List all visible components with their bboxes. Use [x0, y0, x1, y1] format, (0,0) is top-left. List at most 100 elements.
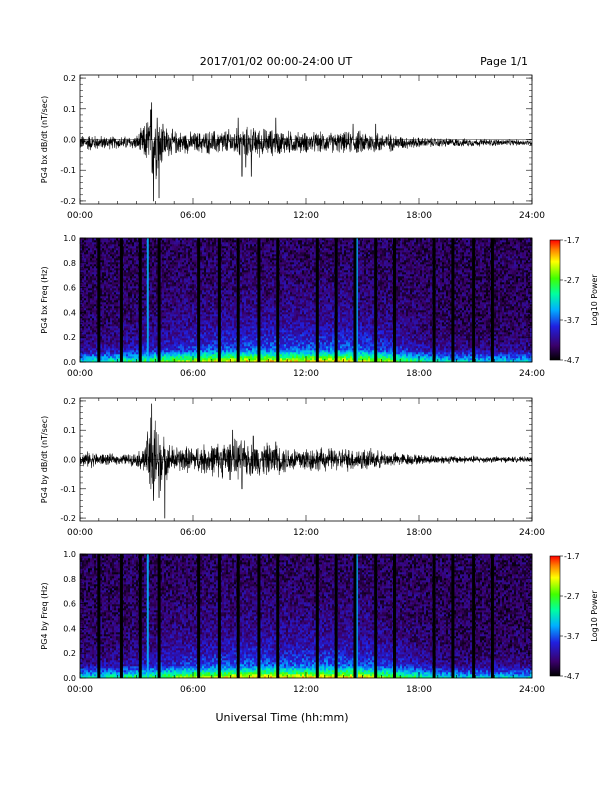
data-gap [139, 554, 142, 678]
panel-3: 0.2 0.1 0.0 -0.1 -0.2 PG4 by dB/dt (nT/sec) [40, 397, 532, 523]
colorbar-tick-label: -3.7 [564, 316, 580, 325]
data-gap [335, 554, 338, 678]
series-line [80, 103, 532, 201]
x-tick-label: 24:00 [519, 369, 545, 379]
data-gap [491, 554, 494, 678]
colorbar-tick-label: -2.7 [564, 276, 580, 285]
data-gap [353, 554, 356, 678]
data-gap [276, 554, 279, 678]
series-line [80, 404, 532, 518]
colorbar-tick-label: -1.7 [564, 552, 580, 561]
x-tick-label: 18:00 [406, 685, 432, 695]
y-tick-label: 0.2 [63, 74, 76, 83]
data-gap [97, 554, 100, 678]
y-axis-label: PG4 by dB/dt (nT/sec) [40, 416, 49, 503]
y-tick-label: 1.0 [63, 234, 76, 243]
data-gap [257, 554, 260, 678]
data-gap [237, 238, 240, 362]
data-gap [393, 554, 396, 678]
data-gap [451, 554, 454, 678]
data-gap [335, 238, 338, 362]
colorbar-tick-label: -3.7 [564, 632, 580, 641]
y-tick-label: 0.8 [63, 259, 76, 268]
data-gap [120, 238, 123, 362]
data-gap [316, 554, 319, 678]
data-gap [218, 554, 221, 678]
x-tick-label: 06:00 [180, 369, 206, 379]
colorbar-tick-label: -2.7 [564, 592, 580, 601]
y-axis-label: PG4 by Freq (Hz) [40, 582, 49, 649]
data-gap [472, 554, 475, 678]
colorbar-tick-label: -4.7 [564, 672, 580, 681]
x-tick-label: 12:00 [293, 211, 319, 221]
y-tick-label: 0.2 [63, 397, 76, 406]
y-tick-label: -0.1 [60, 166, 76, 175]
y-tick-label: 0.8 [63, 575, 76, 584]
data-gap [218, 238, 221, 362]
y-axis-label: PG4 bx Freq (Hz) [40, 266, 49, 333]
y-tick-label: -0.1 [60, 485, 76, 494]
y-tick-label: 0.6 [63, 600, 76, 609]
x-tick-label: 12:00 [293, 685, 319, 695]
y-tick-label: 0.1 [63, 426, 76, 435]
x-tick-label: 24:00 [519, 685, 545, 695]
x-tick-label: 06:00 [180, 211, 206, 221]
colorbar-label: Log10 Power [590, 590, 599, 642]
data-gap [433, 238, 436, 362]
data-gap [120, 554, 123, 678]
data-gap [353, 238, 356, 362]
data-gap [433, 554, 436, 678]
colorbar-tick-label: -1.7 [564, 236, 580, 245]
data-gap [374, 238, 377, 362]
x-tick-label: 12:00 [293, 528, 319, 538]
data-gap [451, 238, 454, 362]
y-tick-label: 0.0 [63, 358, 76, 367]
y-tick-label: 0.2 [63, 333, 76, 342]
x-tick-label: 06:00 [180, 685, 206, 695]
data-gap [491, 238, 494, 362]
x-tick-label: 24:00 [519, 528, 545, 538]
data-gap [237, 554, 240, 678]
data-gap [158, 238, 161, 362]
y-tick-label: -0.2 [60, 514, 76, 523]
x-tick-label: 18:00 [406, 528, 432, 538]
y-tick-label: 0.1 [63, 105, 76, 114]
data-gap [97, 238, 100, 362]
x-tick-label: 18:00 [406, 369, 432, 379]
panel-4: -1.7 -2.7 -3.7 -4.7 Log10 Power 1.0 0.8 0.6 0.4 0… [40, 550, 599, 683]
colorbar-tick-label: -4.7 [564, 356, 580, 365]
panel-1: 0.2 0.1 0.0 -0.1 -0.2 PG4 bx dB/dt (nT/sec) [40, 74, 532, 206]
data-gap [374, 554, 377, 678]
x-tick-label: 18:00 [406, 211, 432, 221]
x-tick-label: 00:00 [67, 685, 93, 695]
data-gap [472, 238, 475, 362]
colorbar [550, 556, 560, 676]
data-gap [197, 238, 200, 362]
data-gap [316, 238, 319, 362]
y-tick-label: 1.0 [63, 550, 76, 559]
data-gap [276, 238, 279, 362]
y-tick-label: 0.0 [63, 136, 76, 145]
data-gap [257, 238, 260, 362]
page-number: Page 1/1 [480, 55, 528, 68]
y-tick-label: 0.0 [63, 456, 76, 465]
page-title: 2017/01/02 00:00-24:00 UT [200, 55, 353, 68]
data-gap [197, 554, 200, 678]
data-gap [139, 238, 142, 362]
x-tick-label: 00:00 [67, 369, 93, 379]
bright-line [147, 238, 149, 362]
x-tick-label: 06:00 [180, 528, 206, 538]
bright-line [147, 554, 149, 678]
data-gap [158, 554, 161, 678]
x-tick-label: 00:00 [67, 528, 93, 538]
y-tick-label: -0.2 [60, 197, 76, 206]
colorbar-label: Log10 Power [590, 274, 599, 326]
y-tick-label: 0.2 [63, 649, 76, 658]
x-tick-label: 12:00 [293, 369, 319, 379]
y-tick-label: 0.4 [63, 624, 76, 633]
x-axis-title: Universal Time (hh:mm) [216, 711, 349, 724]
y-axis-label: PG4 bx dB/dt (nT/sec) [40, 96, 49, 183]
x-tick-label: 24:00 [519, 211, 545, 221]
